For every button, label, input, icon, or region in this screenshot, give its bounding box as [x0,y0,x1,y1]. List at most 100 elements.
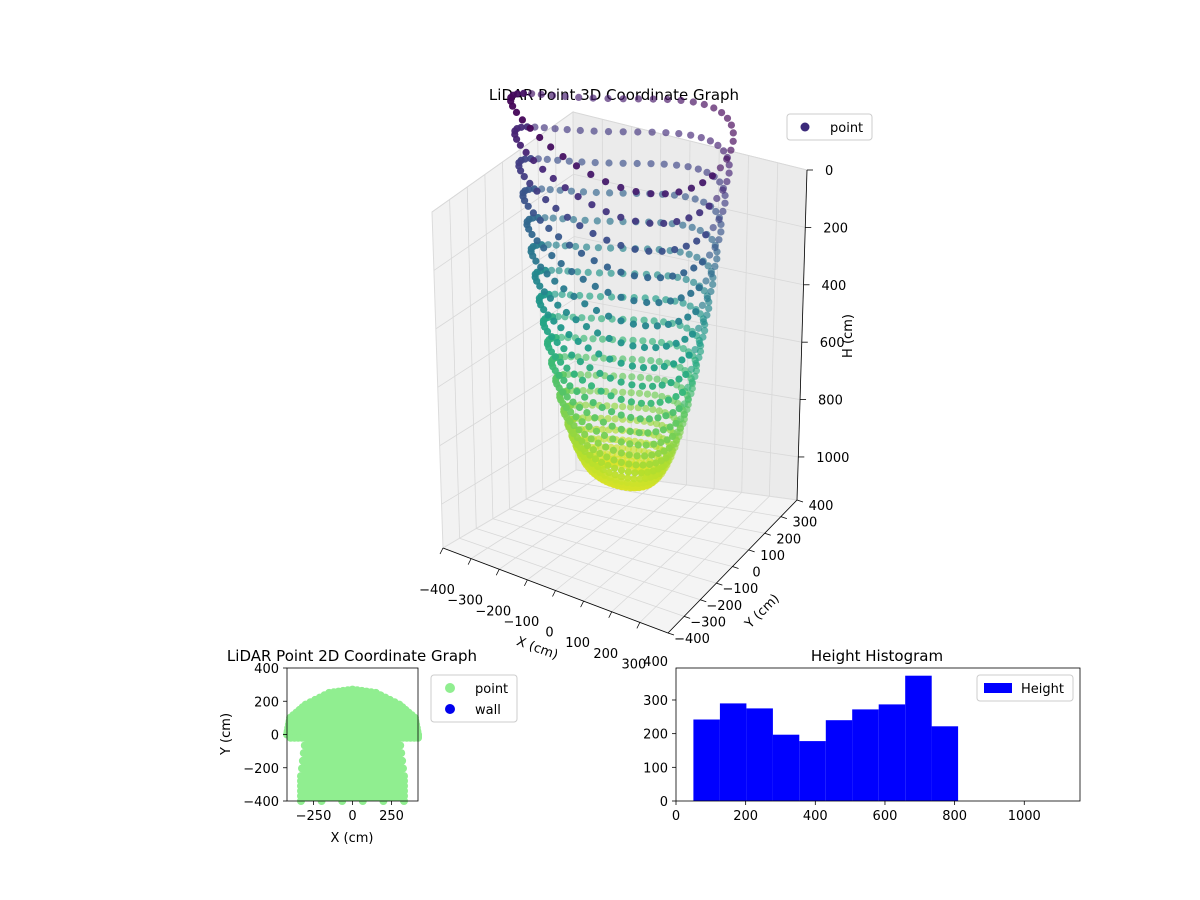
grid-line [526,498,749,551]
cloud-point [573,387,581,396]
grid-line [439,360,576,447]
cloud-point [576,358,585,366]
x-ticks-histogram: 0 200 400 600 800 1000 [672,801,1041,824]
cloud-point [559,388,567,396]
cloud-point [577,249,586,257]
point-marker [397,749,406,758]
cloud-point [658,381,666,389]
cloud-point [598,458,606,466]
y-tick-mark [748,549,755,553]
cloud-point [617,359,625,367]
grid-line [583,488,715,602]
cloud-point [563,213,572,221]
cloud-point [549,91,557,100]
cloud-point [554,313,562,321]
y-tick-mark [732,566,739,569]
cloud-point [602,178,610,186]
cloud-point [608,408,616,416]
cloud-point [520,173,528,181]
cloud-point [652,344,660,352]
cloud-point [630,445,638,454]
cloud-point [695,353,703,362]
cloud-point [661,190,669,198]
cloud-point [672,339,680,347]
x-tick-label: 300 [621,657,646,672]
cloud-point [585,423,593,431]
cloud-point [599,466,607,474]
cloud-point [629,320,638,328]
cloud-point [513,135,521,143]
cloud-point [617,473,626,481]
cloud-point [687,184,696,192]
cloud-point [624,468,632,476]
cloud-point [619,159,627,167]
z-tick-label: 0 [825,164,833,179]
cloud-point [592,306,601,315]
histogram-bars [693,675,959,801]
cloud-point [594,244,603,252]
grid-line [435,236,575,330]
cloud-point [554,156,562,164]
cloud-point [687,289,695,297]
cloud-point [568,268,576,276]
cloud-point [617,293,625,301]
cloud-point [587,170,595,178]
legend-histogram-swatch [984,683,1012,693]
cloud-point [589,94,597,102]
legend-3d-label: point [830,121,863,136]
cloud-point [690,278,698,286]
cloud-point [688,330,697,338]
y-ticks-histogram: 0 100 200 300 400 [643,655,676,810]
point-marker [286,733,295,742]
cloud-point [610,456,618,464]
chart-2d: LiDAR Point 2D Coordinate Graph −250 0 250… [219,647,518,846]
cloud-point [570,370,578,378]
cloud-point [617,268,625,276]
cloud-point [589,335,597,343]
cloud-point [578,314,586,322]
z-tick-label: 1000 [816,451,849,466]
cloud-point [520,89,528,97]
cloud-point [685,351,693,359]
cloud-point [558,290,566,299]
cloud-point [673,218,681,226]
cloud-point [718,109,726,117]
y-tick-label-2d: 400 [254,662,279,677]
histogram-bar [746,708,773,801]
cloud-point [707,287,715,296]
cloud-point [568,351,576,359]
cloud-point [611,464,619,472]
grid-line [768,162,779,497]
cloud-point [643,298,651,307]
cloud-point [557,333,566,341]
cloud-point [589,399,597,407]
cloud-point [696,209,704,217]
chart-histogram: Height Histogram 0 200 400 600 800 1000 0 100 2… [643,647,1081,824]
cloud-point [532,257,540,265]
histogram-title: Height Histogram [811,647,943,665]
cloud-point [660,160,668,168]
cloud-point [582,401,590,409]
cloud-point [639,461,647,469]
cloud-point [582,353,590,361]
cloud-point [604,288,612,296]
x-tick-label: 0 [545,626,553,641]
cloud-point [596,449,604,458]
grid-line [441,422,576,505]
cloud-point [676,248,684,256]
cloud-point [655,407,663,415]
x-tick-label-hist: 800 [942,809,967,824]
cloud-point [578,158,586,166]
cloud-point [563,126,571,134]
cloud-point [675,405,683,413]
cloud-point [707,270,715,278]
grid-line [449,199,461,539]
cloud-point [583,409,591,417]
x-tick-mark [580,600,584,608]
cloud-point [691,195,699,203]
cloud-point [584,268,592,276]
legend-3d-box [786,113,873,141]
cloud-point [697,134,705,142]
histogram-bar [693,719,720,801]
